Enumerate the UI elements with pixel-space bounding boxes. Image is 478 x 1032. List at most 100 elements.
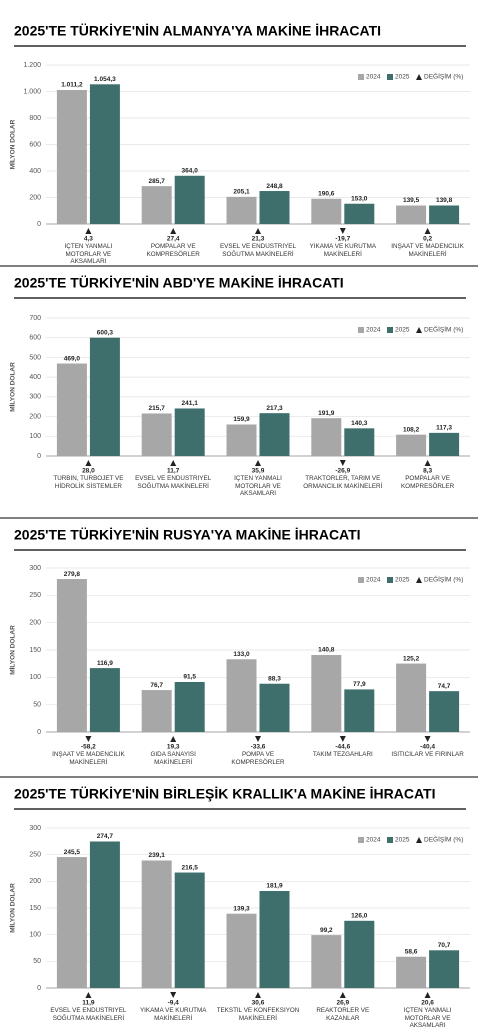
x-tick-label: REAKTÖRLER VE KAZANLAR — [316, 1007, 370, 1022]
value-label: 139,5 — [403, 197, 420, 204]
legend-label: 2024 — [366, 837, 381, 844]
value-label: 76,7 — [150, 682, 163, 689]
legend-label: 2025 — [395, 327, 410, 334]
change-marker — [424, 228, 431, 234]
bar — [311, 418, 342, 456]
y-tick-label: 250 — [29, 592, 41, 599]
value-label: 1.011,2 — [61, 82, 83, 89]
x-tick-label: POMPALAR VE KOMPRESÖRLER — [146, 243, 200, 258]
change-label: 20,6 — [421, 1000, 434, 1007]
x-tick-label: EVSEL VE ENDÜSTRİYEL SOĞUTMA MAKİNELERİ — [219, 243, 297, 258]
change-marker — [339, 228, 346, 234]
x-tick-label-box: EVSEL VE ENDÜSTRİYEL SOĞUTMA MAKİNELERİ — [135, 475, 211, 490]
change-marker — [170, 992, 177, 998]
legend-swatch — [358, 327, 364, 333]
bar — [396, 205, 427, 224]
bar — [429, 432, 460, 456]
change-label: 26,9 — [336, 1000, 349, 1007]
y-tick-label: 300 — [29, 825, 41, 832]
x-tick-label: İÇTEN YANMALI MOTORLAR VE AKSAMLARI — [234, 475, 282, 497]
x-tick-label-box: EVSEL VE ENDÜSTRİYEL SOĞUTMA MAKİNELERİ — [219, 243, 297, 258]
value-label: 600,3 — [97, 329, 114, 336]
bar — [174, 408, 205, 456]
bar — [174, 872, 205, 988]
x-tick-label: ISITICILAR VE FIRINLAR — [391, 751, 464, 758]
value-label: 70,7 — [438, 942, 451, 949]
change-label: -40,4 — [420, 744, 435, 751]
x-tick-label-box: TÜRBİN, TURBOJET VE HİDROLİK SİSTEMLER — [53, 475, 124, 490]
change-marker — [424, 460, 431, 466]
legend-triangle — [416, 577, 422, 583]
value-label: 274,7 — [97, 833, 114, 840]
value-label: 469,0 — [64, 355, 81, 362]
legend-label: 2024 — [366, 327, 381, 334]
chart-title: 2025'TE TÜRKİYE'NİN ALMANYA'YA MAKİNE İH… — [14, 23, 381, 39]
bar — [89, 668, 120, 732]
y-axis-label: MİLYON DOLAR — [9, 883, 17, 933]
value-label: 191,9 — [318, 410, 335, 417]
legend-swatch — [387, 577, 393, 583]
x-tick-label: İNŞAAT VE MADENCİLİK MAKİNELERİ — [391, 243, 464, 258]
bar — [174, 175, 205, 224]
legend-label: DEĞİŞİM (%) — [424, 575, 463, 584]
x-tick-label-box: EVSEL VE ENDÜSTRİYEL SOĞUTMA MAKİNELERİ — [50, 1007, 126, 1022]
value-label: 153,0 — [351, 195, 368, 202]
change-marker — [339, 736, 346, 742]
x-tick-label: TRAKTÖRLER, TARIM VE ORMANCILIK MAKİNELE… — [303, 475, 383, 490]
value-label: 241,1 — [182, 400, 199, 407]
bar — [396, 663, 427, 732]
change-label: -19,7 — [335, 236, 350, 243]
bar — [226, 659, 257, 732]
bar — [56, 857, 87, 988]
x-tick-label: TÜRBİN, TURBOJET VE HİDROLİK SİSTEMLER — [53, 475, 124, 490]
bar — [429, 691, 460, 732]
bar — [259, 191, 290, 224]
change-label: -58,2 — [81, 744, 96, 751]
bar — [311, 198, 342, 224]
y-axis-label: MİLYON DOLAR — [9, 625, 17, 675]
legend-label: DEĞİŞİM (%) — [424, 325, 463, 334]
change-label: -26,9 — [335, 468, 350, 475]
change-label: 11,9 — [82, 1000, 95, 1007]
x-tick-label-box: POMPA VE KOMPRESÖRLER — [231, 751, 284, 766]
legend-label: 2025 — [395, 577, 410, 584]
change-marker — [85, 736, 92, 742]
change-marker — [255, 736, 261, 742]
y-axis-label: MİLYON DOLAR — [9, 362, 17, 412]
x-tick-label-box: YIKAMA VE KURUTMA MAKİNELERİ — [140, 1007, 206, 1022]
bar — [344, 203, 375, 224]
x-tick-label-box: İÇTEN YANMALI MOTORLAR VE AKSAMLARI — [234, 475, 282, 497]
value-label: 99,2 — [320, 927, 333, 934]
legend-swatch — [387, 837, 393, 843]
change-marker — [85, 992, 92, 998]
y-tick-label: 0 — [37, 453, 41, 460]
bar — [344, 920, 375, 988]
legend-triangle — [416, 837, 422, 843]
x-tick-label: POMPALAR VE KOMPRESÖRLER — [400, 475, 455, 490]
y-tick-label: 0 — [37, 729, 41, 736]
y-tick-label: 100 — [29, 932, 41, 939]
x-tick-label: YIKAMA VE KURUTMA MAKİNELERİ — [309, 243, 377, 258]
change-label: -33,6 — [251, 744, 266, 751]
y-tick-label: 300 — [29, 565, 41, 572]
bar — [141, 690, 172, 732]
y-tick-label: 400 — [29, 374, 41, 381]
y-tick-label: 50 — [33, 958, 41, 965]
y-tick-label: 200 — [29, 620, 41, 627]
legend-triangle — [416, 74, 422, 80]
change-label: 30,6 — [252, 1000, 265, 1007]
change-marker — [85, 228, 92, 234]
legend-label: DEĞİŞİM (%) — [424, 72, 463, 81]
y-tick-label: 1.200 — [23, 62, 41, 69]
y-tick-label: 600 — [29, 141, 41, 148]
change-label: -9,4 — [168, 1000, 180, 1007]
y-tick-label: 200 — [29, 878, 41, 885]
legend-swatch — [387, 327, 393, 333]
x-tick-label-box: TEKSTİL VE KONFEKSİYON MAKİNELERİ — [217, 1007, 300, 1022]
value-label: 91,5 — [183, 674, 196, 681]
bar — [396, 434, 427, 456]
x-tick-label: GIDA SANAYİSİ MAKİNELERİ — [150, 751, 196, 766]
bar — [226, 196, 257, 224]
x-tick-label-box: İNŞAAT VE MADENCİLİK MAKİNELERİ — [391, 243, 464, 258]
